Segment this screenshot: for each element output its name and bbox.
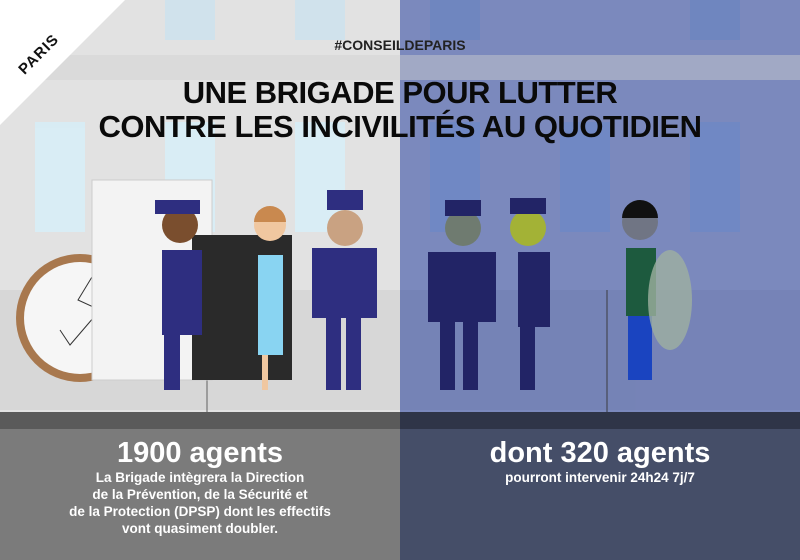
right-info-panel: dont 320 agents pourront intervenir 24h2… [400, 429, 800, 560]
agent-figure [510, 198, 550, 390]
title-line-2: CONTRE LES INCIVILITÉS AU QUOTIDIEN [98, 109, 702, 144]
agents-24h: dont 320 agents [489, 437, 711, 469]
panel-text: de la Protection (DPSP) dont les effecti… [69, 504, 331, 519]
title-line-1: UNE BRIGADE POUR LUTTER [182, 75, 618, 110]
agent-figure [155, 200, 202, 390]
woman-figure [254, 206, 286, 390]
divider-strip [0, 412, 400, 429]
agent-figure [428, 200, 496, 390]
man-figure [622, 200, 692, 380]
page-title: UNE BRIGADE POUR LUTTER CONTRE LES INCIV… [0, 76, 800, 144]
panel-text: vont quasiment doubler. [121, 521, 278, 536]
panel-text: La Brigade intègrera la Direction [95, 470, 305, 485]
agents-total: 1900 agents [116, 437, 284, 469]
illustration [0, 0, 740, 412]
hashtag: #CONSEILDEPARIS [334, 37, 466, 53]
logo-corner [0, 0, 125, 125]
agent-figure [312, 190, 377, 390]
panel-text: de la Prévention, de la Sécurité et [92, 487, 308, 502]
panel-text: pourront intervenir 24h24 7j/7 [505, 470, 695, 485]
divider-strip [400, 412, 800, 429]
left-info-panel: 1900 agents La Brigade intègrera la Dire… [0, 429, 400, 560]
